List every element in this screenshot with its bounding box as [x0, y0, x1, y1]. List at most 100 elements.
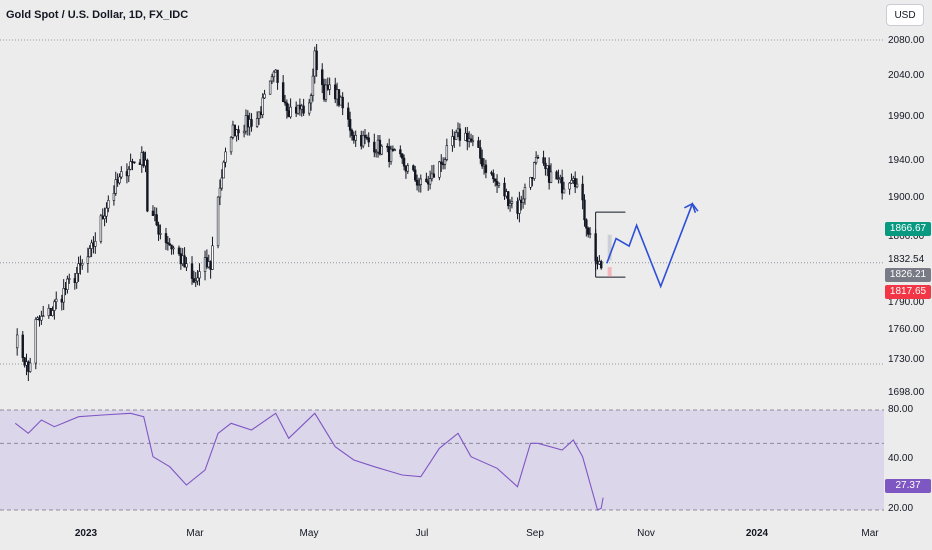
candle-body: [534, 156, 538, 163]
price-tick: 1730.00: [888, 354, 925, 365]
candle-body: [68, 278, 71, 280]
candle-body: [583, 199, 586, 221]
candle-body: [222, 161, 225, 179]
candle-body: [298, 104, 302, 110]
candle-body: [497, 182, 501, 186]
candle-body: [205, 257, 209, 268]
price-chart[interactable]: [0, 0, 884, 400]
candle-body: [242, 130, 246, 134]
candle-body: [430, 173, 434, 180]
candle-body: [192, 278, 196, 283]
candle-body: [170, 244, 173, 250]
candle-body: [322, 84, 326, 100]
candle-body: [309, 95, 313, 104]
candle-body: [211, 245, 214, 270]
candle-body: [347, 107, 350, 120]
candle-body: [570, 180, 573, 184]
candle-body: [101, 215, 104, 220]
price-scale[interactable]: USD 2080.00 2040.00 1990.00 1940.00 1900…: [884, 0, 932, 520]
candle-body: [283, 101, 287, 104]
candle-body: [168, 243, 171, 246]
candle-body: [272, 71, 276, 78]
candle-body: [480, 157, 484, 167]
candle-body: [172, 247, 175, 250]
candle-body: [417, 184, 421, 186]
candle-body: [334, 84, 337, 100]
candle-body: [177, 247, 181, 254]
candle-body: [153, 214, 157, 216]
candle-body: [129, 161, 132, 170]
candle-body: [380, 145, 383, 155]
time-axis[interactable]: 2023 Mar May Jul Sep Nov 2024 Mar: [0, 520, 932, 550]
candle-body: [573, 178, 577, 188]
candle-body: [107, 200, 110, 209]
candle-body: [350, 130, 354, 136]
candle-body: [367, 137, 370, 143]
price-tick: 1790.00: [888, 297, 925, 308]
forecast-path: [606, 202, 699, 289]
price-tick: 1698.00: [888, 387, 925, 398]
candle-body: [549, 171, 553, 183]
candle-body: [51, 310, 54, 316]
candle-body: [402, 157, 406, 167]
candle-body: [274, 69, 277, 73]
candle-body: [492, 173, 495, 180]
candle-body: [363, 134, 367, 138]
candle-body: [542, 157, 545, 164]
candle-body: [386, 145, 389, 148]
candle-body: [467, 138, 471, 142]
candle-body: [103, 215, 106, 220]
candle-body: [406, 165, 409, 172]
candle-body: [586, 227, 590, 235]
candle-body: [105, 207, 108, 217]
candle-body: [203, 257, 207, 272]
candle-body: [454, 132, 458, 140]
rsi-pane[interactable]: [0, 400, 884, 520]
forecast-arrowhead: [684, 202, 697, 214]
candle-body: [464, 132, 467, 141]
candle-body: [482, 164, 486, 167]
candle-body: [64, 288, 67, 290]
price-pane[interactable]: Gold Spot / U.S. Dollar, 1D, FX_IDC: [0, 0, 884, 400]
rsi-tick: 20.00: [888, 503, 914, 514]
time-label: 2024: [745, 528, 769, 539]
candle-body: [224, 151, 227, 163]
candle-body: [276, 69, 279, 83]
candle-body: [198, 271, 201, 279]
rsi-band: [0, 410, 884, 510]
candle-body: [244, 115, 248, 132]
candle-body: [493, 178, 497, 182]
candle-body: [523, 186, 527, 200]
candle-body: [348, 119, 352, 131]
candle-body: [533, 162, 536, 179]
candle-body: [166, 242, 170, 244]
candle-body: [466, 132, 469, 142]
currency-button[interactable]: USD: [886, 4, 924, 26]
candle-body: [181, 255, 184, 265]
candle-body: [562, 188, 566, 194]
rsi-chart[interactable]: [0, 400, 884, 520]
candle-body: [428, 178, 432, 185]
price-tick: 1900.00: [888, 192, 925, 203]
candle-body: [194, 280, 197, 283]
candle-body: [311, 75, 315, 96]
candle-body: [441, 163, 445, 166]
candle-body: [568, 182, 571, 190]
price-tick: 1760.00: [888, 324, 925, 335]
candle-body: [335, 89, 339, 100]
price-tick: 1866.00: [888, 231, 925, 242]
candle-body: [118, 176, 121, 184]
current-price-tag: 1826.21: [885, 268, 931, 282]
candle-body: [453, 136, 456, 140]
candle-body: [495, 180, 499, 186]
candle-body: [255, 118, 259, 127]
time-label: Sep: [526, 528, 544, 539]
projected-bar: [607, 267, 612, 277]
candle-body: [391, 148, 395, 151]
price-tick: 1990.00: [888, 111, 925, 122]
candle-body: [73, 278, 77, 283]
candle-body: [427, 181, 430, 185]
candle-body: [469, 138, 473, 142]
candle-body: [216, 196, 220, 247]
candle-body: [484, 164, 488, 173]
